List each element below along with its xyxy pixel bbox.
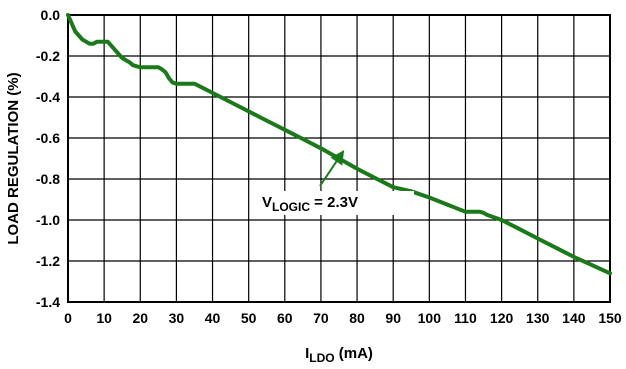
series-annotation: VLOGIC = 2.3V	[262, 194, 358, 214]
y-tick-label: -1.4	[36, 294, 60, 310]
y-tick-labels: 0.0 -0.2 -0.4 -0.6 -0.8 -1.0 -1.2 -1.4	[36, 7, 60, 310]
annotation-rest: = 2.3V	[310, 194, 358, 211]
y-tick-label: 0.0	[41, 7, 61, 23]
x-tick-label: 120	[490, 310, 514, 326]
annotation-background	[258, 191, 414, 215]
x-tick-label: 10	[96, 310, 112, 326]
y-tick-label: -0.2	[36, 48, 60, 64]
series-layer	[66, 13, 612, 276]
y-tick-label: -0.4	[36, 89, 60, 105]
grid-lines	[67, 14, 611, 303]
x-axis-title-unit: (mA)	[335, 345, 373, 362]
y-tick-label: -0.8	[36, 171, 60, 187]
x-tick-label: 150	[598, 310, 622, 326]
x-tick-label: 130	[526, 310, 550, 326]
x-tick-label: 20	[132, 310, 148, 326]
y-tick-label: -1.2	[36, 253, 60, 269]
series-line	[66, 13, 612, 276]
x-tick-label: 70	[313, 310, 329, 326]
x-axis-title-main: I	[305, 345, 309, 362]
x-tick-labels: 0 10 20 30 40 50 60 70 80 90 100 110 120 130 140 150	[64, 310, 622, 326]
y-tick-label: -1.0	[36, 212, 60, 228]
x-axis-title-subscript: LDO	[309, 351, 334, 365]
x-tick-label: 60	[277, 310, 293, 326]
x-tick-label: 80	[349, 310, 365, 326]
x-tick-label: 90	[385, 310, 401, 326]
x-tick-label: 110	[454, 310, 477, 326]
x-tick-label: 30	[169, 310, 185, 326]
x-tick-label: 140	[562, 310, 586, 326]
y-axis-title: LOAD REGULATION (%)	[5, 72, 22, 244]
annotation-main: V	[262, 194, 272, 211]
plot-frame	[67, 14, 611, 303]
annotation-subscript: LOGIC	[272, 200, 310, 214]
annotation-arrow	[319, 150, 345, 187]
x-tick-label: 100	[418, 310, 442, 326]
x-tick-label: 40	[205, 310, 221, 326]
y-tick-label: -0.6	[36, 130, 60, 146]
x-axis-title: ILDO (mA)	[305, 345, 373, 365]
x-tick-label: 0	[64, 310, 72, 326]
x-tick-label: 50	[241, 310, 257, 326]
